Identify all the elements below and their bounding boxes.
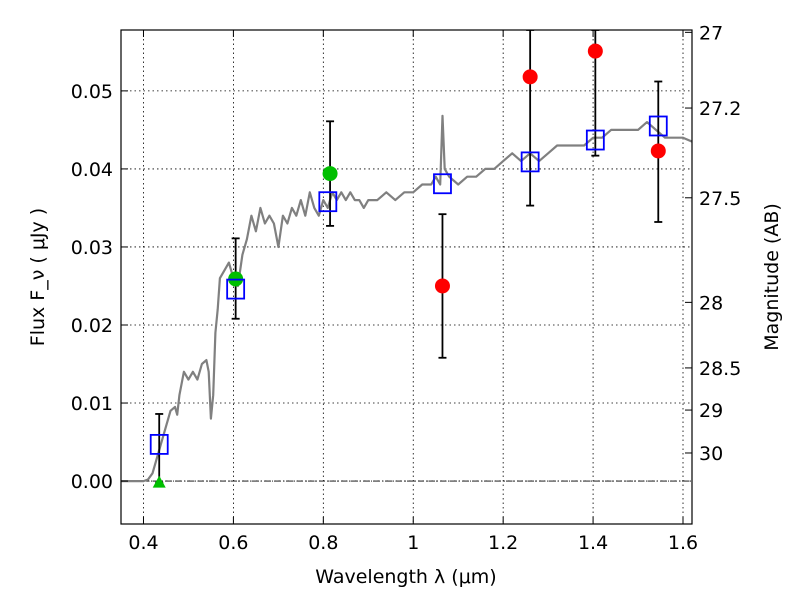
right-tick-label: 29	[699, 400, 723, 422]
y-tick-label: 0.03	[71, 237, 113, 259]
right-tick-label: 27	[699, 22, 723, 44]
grid	[121, 30, 692, 524]
right-tick-label: 28	[699, 292, 723, 314]
y-tick-label: 0.02	[71, 315, 113, 337]
right-tick-label: 28.5	[699, 358, 741, 380]
right-tick-label: 27.5	[699, 188, 741, 210]
model-point	[149, 433, 169, 455]
x-axis-label: Wavelength λ (μm)	[315, 566, 496, 588]
series-group	[121, 30, 692, 488]
data-point	[522, 69, 538, 85]
x-tick-label: 0.4	[128, 532, 158, 554]
spectrum-line	[121, 114, 692, 483]
y-tick-label: 0.04	[71, 159, 113, 181]
right-tick-label: 30	[699, 443, 723, 465]
plot-frame	[120, 29, 693, 525]
data-point	[650, 143, 666, 159]
x-tick-label: 0.8	[308, 532, 338, 554]
right-axis-label: Magnitude (AB)	[761, 203, 783, 351]
upper-limit-marker	[152, 475, 166, 488]
x-tick-label: 1.4	[578, 532, 608, 554]
model-point	[520, 151, 540, 173]
model-point	[226, 278, 246, 300]
data-point	[434, 278, 450, 294]
y-tick-label: 0.01	[71, 393, 113, 415]
x-tick-label: 1.2	[488, 532, 518, 554]
x-tick-label: 1.6	[668, 532, 698, 554]
y-axis-label: Flux F_ν ( μJy )	[27, 208, 49, 346]
y-tick-label: 0.05	[71, 81, 113, 103]
plot-area	[121, 30, 692, 488]
model-point	[318, 191, 338, 213]
model-point	[648, 115, 668, 137]
data-point	[587, 43, 603, 59]
x-tick-label: 1	[407, 532, 419, 554]
model-point	[585, 129, 605, 151]
axis-ticks: 0.4 0.6 0.8 1 1.2 1.4 1.6 0.00 0.01 0.02 0.03 0.04 0…	[71, 22, 742, 554]
right-tick-label: 27.2	[699, 98, 741, 120]
y-tick-label: 0.00	[71, 471, 113, 493]
data-point	[322, 166, 338, 182]
model-point	[433, 173, 452, 195]
x-tick-label: 0.6	[218, 532, 248, 554]
